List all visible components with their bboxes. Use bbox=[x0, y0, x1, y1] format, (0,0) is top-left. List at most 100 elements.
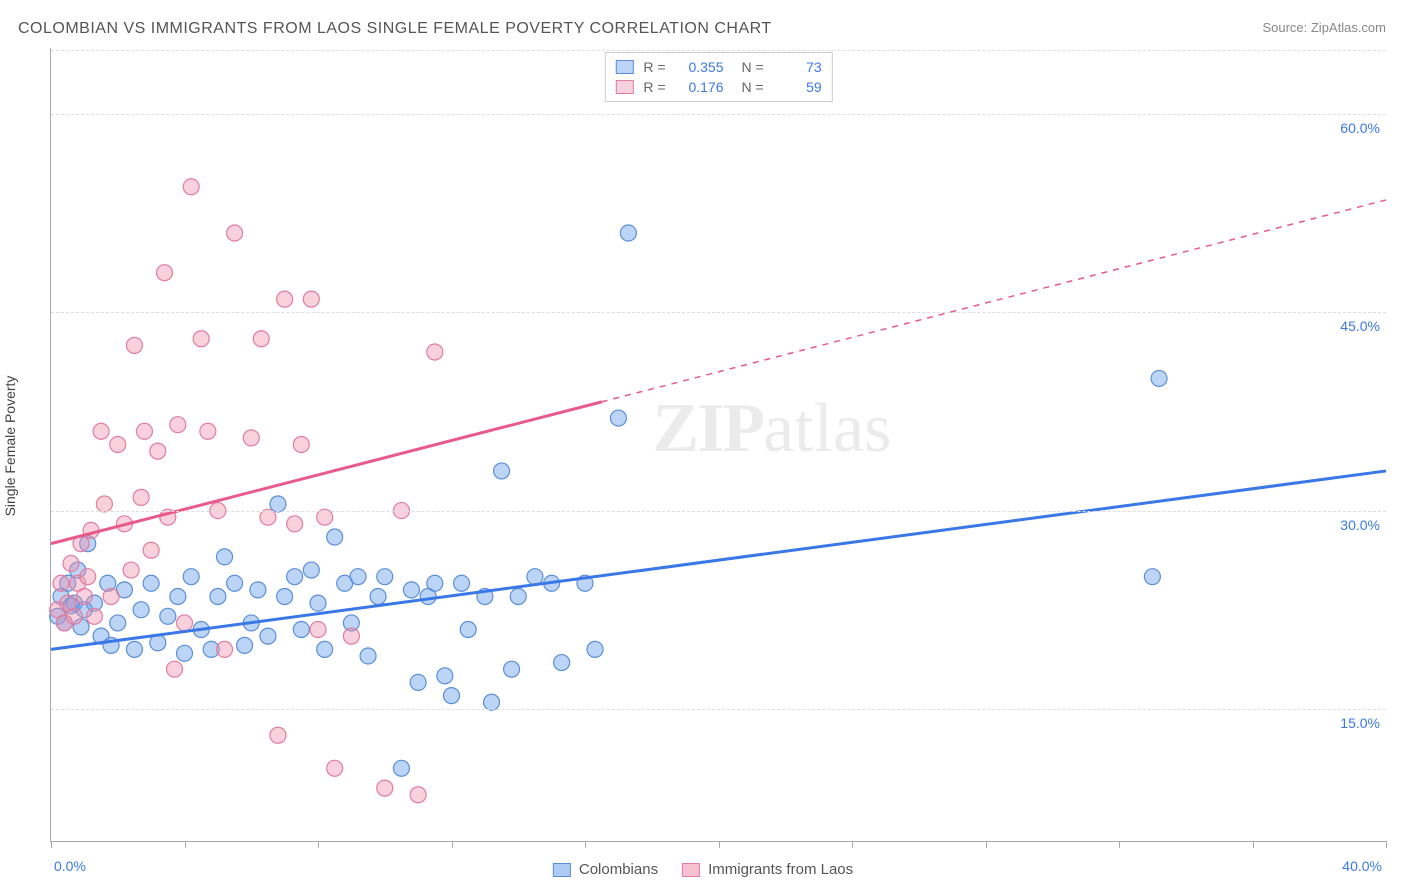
trend-line bbox=[51, 471, 1386, 649]
scatter-point bbox=[227, 575, 243, 591]
x-tick bbox=[852, 841, 853, 848]
y-tick-label: 15.0% bbox=[1340, 715, 1380, 731]
x-tick bbox=[185, 841, 186, 848]
scatter-point bbox=[610, 410, 626, 426]
scatter-point bbox=[410, 787, 426, 803]
scatter-point bbox=[1144, 569, 1160, 585]
scatter-point bbox=[270, 727, 286, 743]
y-tick-label: 30.0% bbox=[1340, 517, 1380, 533]
x-tick bbox=[452, 841, 453, 848]
scatter-point bbox=[136, 423, 152, 439]
scatter-point bbox=[93, 423, 109, 439]
n-label: N = bbox=[742, 59, 764, 75]
scatter-point bbox=[393, 760, 409, 776]
legend-item: Immigrants from Laos bbox=[682, 861, 853, 878]
scatter-point bbox=[310, 622, 326, 638]
r-value: 0.176 bbox=[676, 79, 724, 95]
legend-label: Immigrants from Laos bbox=[708, 861, 853, 878]
scatter-point bbox=[310, 595, 326, 611]
scatter-point bbox=[156, 265, 172, 281]
scatter-point bbox=[1151, 370, 1167, 386]
source-label: Source: bbox=[1262, 20, 1310, 35]
scatter-point bbox=[170, 588, 186, 604]
scatter-point bbox=[403, 582, 419, 598]
scatter-point bbox=[587, 641, 603, 657]
scatter-point bbox=[183, 569, 199, 585]
scatter-point bbox=[350, 569, 366, 585]
chart-container: COLOMBIAN VS IMMIGRANTS FROM LAOS SINGLE… bbox=[0, 0, 1406, 892]
scatter-point bbox=[253, 331, 269, 347]
r-label: R = bbox=[643, 79, 665, 95]
scatter-point bbox=[193, 331, 209, 347]
scatter-point bbox=[170, 417, 186, 433]
x-tick bbox=[986, 841, 987, 848]
r-value: 0.355 bbox=[676, 59, 724, 75]
scatter-point bbox=[454, 575, 470, 591]
trend-line-dashed bbox=[602, 200, 1386, 402]
scatter-point bbox=[484, 694, 500, 710]
scatter-point bbox=[287, 516, 303, 532]
scatter-point bbox=[243, 430, 259, 446]
scatter-point bbox=[620, 225, 636, 241]
scatter-point bbox=[177, 615, 193, 631]
scatter-point bbox=[110, 437, 126, 453]
scatter-point bbox=[293, 622, 309, 638]
scatter-point bbox=[427, 575, 443, 591]
scatter-point bbox=[123, 562, 139, 578]
scatter-point bbox=[343, 628, 359, 644]
x-tick bbox=[1386, 841, 1387, 848]
stats-legend: R = 0.355 N = 73 R = 0.176 N = 59 bbox=[604, 52, 832, 102]
scatter-point bbox=[527, 569, 543, 585]
legend-swatch bbox=[553, 863, 571, 877]
legend-swatch bbox=[615, 60, 633, 74]
n-value: 59 bbox=[774, 79, 822, 95]
scatter-point bbox=[160, 608, 176, 624]
scatter-point bbox=[76, 588, 92, 604]
x-tick bbox=[1253, 841, 1254, 848]
scatter-point bbox=[360, 648, 376, 664]
scatter-point bbox=[150, 443, 166, 459]
x-tick bbox=[585, 841, 586, 848]
legend-swatch bbox=[682, 863, 700, 877]
y-axis-label: Single Female Poverty bbox=[2, 376, 18, 517]
scatter-point bbox=[270, 496, 286, 512]
y-tick-label: 45.0% bbox=[1340, 318, 1380, 334]
scatter-point bbox=[217, 549, 233, 565]
scatter-point bbox=[143, 575, 159, 591]
series-legend: Colombians Immigrants from Laos bbox=[553, 861, 853, 878]
chart-title: COLOMBIAN VS IMMIGRANTS FROM LAOS SINGLE… bbox=[18, 20, 772, 38]
scatter-point bbox=[260, 509, 276, 525]
gridline-h bbox=[51, 50, 1386, 51]
scatter-point bbox=[277, 291, 293, 307]
scatter-point bbox=[133, 489, 149, 505]
x-tick bbox=[1119, 841, 1120, 848]
scatter-point bbox=[177, 645, 193, 661]
scatter-point bbox=[166, 661, 182, 677]
scatter-point bbox=[410, 674, 426, 690]
r-label: R = bbox=[643, 59, 665, 75]
scatter-point bbox=[110, 615, 126, 631]
source-value: ZipAtlas.com bbox=[1311, 20, 1386, 35]
legend-label: Colombians bbox=[579, 861, 658, 878]
source-credit: Source: ZipAtlas.com bbox=[1262, 20, 1386, 35]
scatter-point bbox=[327, 529, 343, 545]
scatter-point bbox=[494, 463, 510, 479]
scatter-point bbox=[460, 622, 476, 638]
scatter-point bbox=[377, 780, 393, 796]
scatter-point bbox=[53, 575, 69, 591]
scatter-point bbox=[327, 760, 343, 776]
scatter-point bbox=[133, 602, 149, 618]
scatter-point bbox=[227, 225, 243, 241]
scatter-point bbox=[66, 608, 82, 624]
scatter-point bbox=[217, 641, 233, 657]
scatter-point bbox=[80, 569, 96, 585]
scatter-point bbox=[143, 542, 159, 558]
stats-row: R = 0.355 N = 73 bbox=[615, 57, 821, 77]
n-value: 73 bbox=[774, 59, 822, 75]
scatter-point bbox=[444, 688, 460, 704]
gridline-h bbox=[51, 709, 1386, 710]
n-label: N = bbox=[742, 79, 764, 95]
scatter-point bbox=[96, 496, 112, 512]
scatter-point bbox=[377, 569, 393, 585]
scatter-point bbox=[126, 337, 142, 353]
